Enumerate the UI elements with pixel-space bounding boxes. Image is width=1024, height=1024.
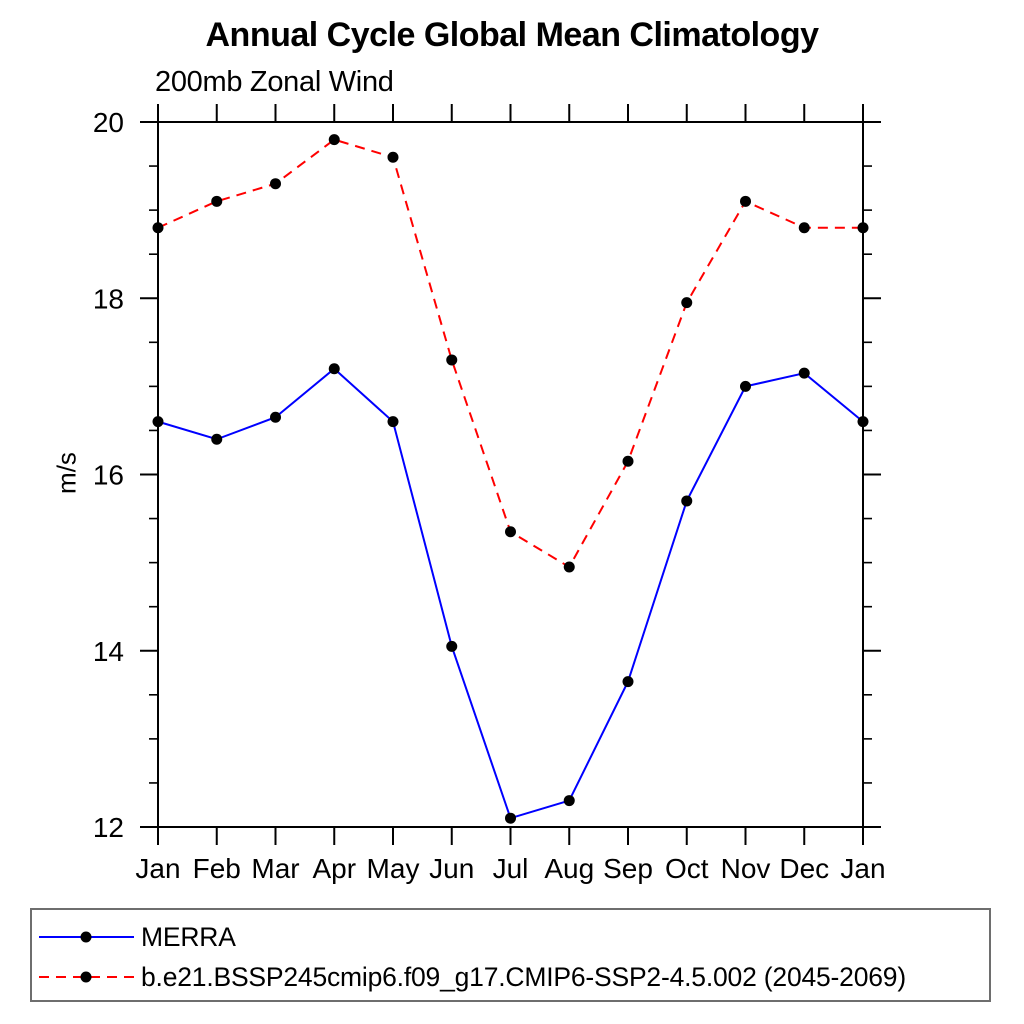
x-month-label: May <box>367 853 420 884</box>
x-month-label: Sep <box>603 853 653 884</box>
legend-box: MERRA b.e21.BSSP245cmip6.f09_g17.CMIP6-S… <box>30 908 991 1002</box>
x-month-label: Dec <box>779 853 829 884</box>
data-point-marker <box>681 297 693 309</box>
chart-subtitle: 200mb Zonal Wind <box>155 66 394 98</box>
y-tick-label: 12 <box>93 812 124 843</box>
data-point-marker <box>857 222 869 234</box>
x-month-label: Oct <box>665 853 709 884</box>
x-month-label: Apr <box>312 853 356 884</box>
x-month-label: Nov <box>721 853 771 884</box>
y-tick-label: 20 <box>93 107 124 138</box>
data-point-marker <box>505 526 516 538</box>
data-point-marker <box>740 195 751 207</box>
y-tick-label: 16 <box>93 460 124 491</box>
merra-line <box>157 367 864 820</box>
data-point-marker <box>211 195 223 207</box>
data-point-marker <box>211 433 223 445</box>
data-point-marker <box>563 795 575 807</box>
data-point-marker <box>152 222 164 234</box>
data-point-marker <box>505 812 516 824</box>
x-month-label: Jul <box>493 853 529 884</box>
data-point-marker <box>622 676 634 688</box>
x-month-label: Feb <box>193 853 241 884</box>
data-point-marker <box>446 640 458 652</box>
data-point-marker <box>740 380 751 392</box>
data-point-marker <box>798 222 810 234</box>
data-point-marker <box>328 134 340 146</box>
data-point-marker <box>270 411 281 423</box>
legend-sample-marker <box>80 971 92 983</box>
data-point-marker <box>563 561 575 573</box>
legend-label-merra: MERRA <box>141 921 236 952</box>
data-point-marker <box>270 178 281 190</box>
x-month-label: Mar <box>251 853 299 884</box>
x-month-label: Jun <box>429 853 474 884</box>
x-month-label: Aug <box>544 853 594 884</box>
legend-sample-marker <box>80 931 92 943</box>
x-month-label: Jan <box>135 853 180 884</box>
data-point-marker <box>681 495 693 507</box>
data-point-marker <box>446 354 458 366</box>
data-point-marker <box>387 416 399 428</box>
data-point-marker <box>622 455 634 467</box>
y-tick-label: 14 <box>93 636 124 667</box>
x-month-label: Jan <box>840 853 885 884</box>
y-tick-label: 18 <box>93 283 124 314</box>
legend-line-sample-solid <box>39 931 134 943</box>
data-point-marker <box>857 416 869 428</box>
data-point-marker <box>798 367 810 379</box>
legend-item-merra: MERRA <box>38 922 236 952</box>
data-point-marker <box>387 151 399 163</box>
plot-frame <box>157 121 864 828</box>
data-point-marker <box>328 363 340 375</box>
chart-title: Annual Cycle Global Mean Climatology <box>205 16 820 54</box>
legend-label-model: b.e21.BSSP245cmip6.f09_g17.CMIP6-SSP2-4.… <box>141 961 906 992</box>
data-point-marker <box>152 416 164 428</box>
legend-line-sample-dashed <box>39 971 134 983</box>
model-line <box>157 138 863 569</box>
legend-item-model: b.e21.BSSP245cmip6.f09_g17.CMIP6-SSP2-4.… <box>38 962 906 992</box>
